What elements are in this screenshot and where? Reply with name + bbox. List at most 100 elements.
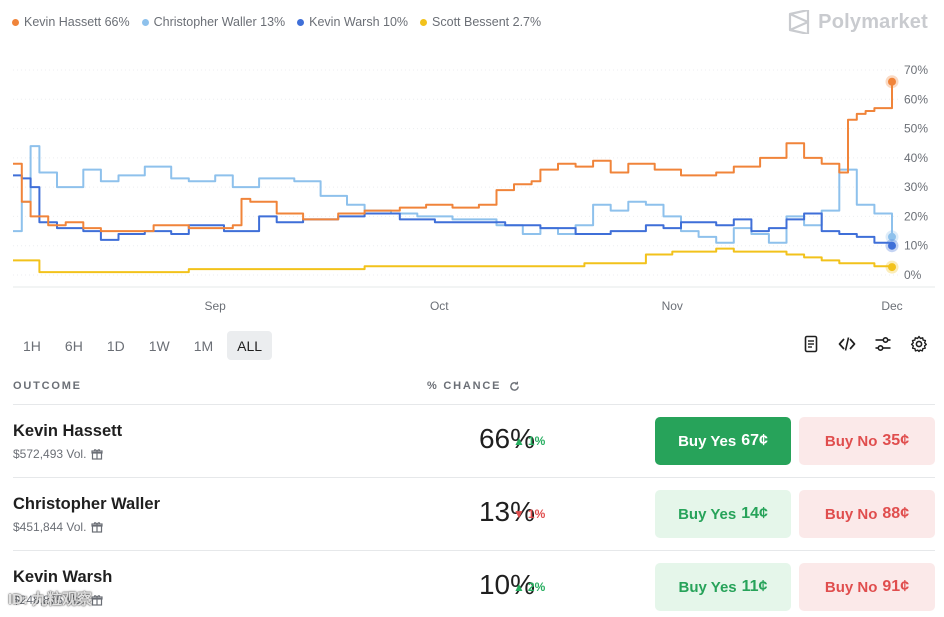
gear-icon [910,335,927,353]
series-line-kevin-hassett[interactable] [13,81,893,233]
legend-dot [420,18,428,26]
volume-label: $451,844 Vol. [13,520,87,534]
polymarket-brand[interactable]: Polymarket [788,10,928,34]
x-tick-label: Oct [430,299,449,313]
price-chart[interactable]: 70% 60% 50% 40% 30% 20% 10% 0% Sep Oct Nov Dec [0,55,944,320]
buy-yes-label: Buy Yes [678,578,737,596]
code-icon [838,337,856,351]
chart-legend: Kevin Hassett 66% Christopher Waller 13%… [12,15,541,29]
legend-label: Scott Bessent 2.7% [432,15,542,29]
volume-label: $248,875 Vol. [13,593,87,607]
buy-no-button[interactable]: Buy No 88¢ [799,490,935,538]
document-icon [804,335,818,353]
buy-yes-button[interactable]: Buy Yes 67¢ [655,417,791,465]
chance-change: ▲ 2% [513,580,545,594]
timeframe-1m[interactable]: 1M [193,337,214,354]
legend-item-warsh[interactable]: Kevin Warsh 10% [297,15,408,29]
legend-label: Christopher Waller 13% [153,15,286,29]
outcome-chance: 10% [478,569,535,600]
buy-no-label: Buy No [824,505,878,523]
gift-icon[interactable] [91,594,104,606]
outcome-volume: $248,875 Vol. [13,593,104,607]
timeframe-1w[interactable]: 1W [148,337,170,354]
chance-header: % CHANCE [427,380,520,392]
buy-yes-label: Buy Yes [678,505,737,523]
document-button[interactable] [802,335,820,353]
polymarket-logo-icon [789,10,810,34]
chance-change: ▲ 1% [513,434,545,448]
sliders-icon [875,336,891,352]
embed-button[interactable] [838,335,856,353]
gift-icon[interactable] [91,448,104,460]
outcome-volume: $572,493 Vol. [13,447,104,461]
series-end-dot[interactable] [888,241,896,250]
y-tick-label: 20% [904,209,928,223]
y-tick-label: 0% [904,268,922,282]
triangle-down-icon: ▼ [513,507,525,521]
outcome-row-hassett[interactable]: Kevin Hassett $572,493 Vol. 66% ▲ 1% Buy … [13,404,935,477]
legend-item-waller[interactable]: Christopher Waller 13% [141,15,286,29]
outcome-name[interactable]: Kevin Warsh [13,568,113,586]
settings-button[interactable] [910,335,928,353]
yes-price: 14¢ [741,505,768,522]
change-value: 1% [527,434,546,448]
outcome-row-waller[interactable]: Christopher Waller $451,844 Vol. 13% ▼ 1%… [13,477,935,550]
outcome-row-warsh[interactable]: Kevin Warsh $248,875 Vol. 10% ▲ 2% Buy Ye… [13,550,935,617]
legend-item-bessent[interactable]: Scott Bessent 2.7% [420,15,541,29]
chance-change: ▼ 1% [513,507,545,521]
buy-yes-button[interactable]: Buy Yes 11¢ [655,563,791,611]
legend-dot [12,18,19,26]
series-line-kevin-warsh[interactable] [13,174,893,246]
x-tick-label: Dec [881,299,902,313]
yes-price: 67¢ [741,432,768,449]
gift-icon[interactable] [91,521,104,533]
legend-dot [297,18,305,26]
timeframe-6h[interactable]: 6H [64,337,83,354]
legend-item-hassett[interactable]: Kevin Hassett 66% [12,15,130,29]
outcome-chance: 13% [478,496,535,527]
triangle-up-icon: ▲ [513,434,525,448]
chart-svg[interactable]: 70% 60% 50% 40% 30% 20% 10% 0% Sep Oct Nov Dec [0,55,944,320]
y-tick-label: 30% [904,180,928,194]
series-line-scott-bessent[interactable] [13,247,893,274]
timeframe-1h[interactable]: 1H [23,337,41,354]
no-price: 88¢ [882,505,910,522]
y-tick-label: 10% [904,239,928,253]
refresh-icon[interactable] [509,381,520,392]
outcome-name[interactable]: Christopher Waller [13,495,160,513]
legend-label: Kevin Warsh 10% [309,15,409,29]
x-tick-label: Sep [204,299,226,313]
volume-label: $572,493 Vol. [13,447,87,461]
buy-no-button[interactable]: Buy No 35¢ [799,417,935,465]
buy-yes-label: Buy Yes [678,432,737,450]
chance-header-label: % CHANCE [427,380,502,392]
change-value: 2% [527,580,546,594]
buy-yes-button[interactable]: Buy Yes 14¢ [655,490,791,538]
legend-dot [141,18,149,26]
brand-name: Polymarket [818,10,928,33]
y-tick-label: 50% [904,122,928,136]
y-tick-label: 40% [904,151,928,165]
watermark: ID: 九粒观察 [8,591,93,608]
outcome-header: OUTCOME [13,380,82,392]
outcome-chance: 66% [478,423,535,454]
timeframe-selector: 1H 6H 1D 1W 1M ALL [13,331,273,360]
timeframe-1d[interactable]: 1D [106,337,125,354]
buy-no-label: Buy No [824,578,878,596]
buy-no-label: Buy No [824,432,878,450]
series-end-dot[interactable] [888,263,896,272]
series-end-dot[interactable] [888,77,896,86]
chart-tools [802,335,928,353]
outcome-name[interactable]: Kevin Hassett [13,422,123,440]
no-price: 35¢ [882,432,910,449]
legend-label: Kevin Hassett 66% [24,15,130,29]
yes-price: 11¢ [741,578,768,595]
timeframe-all[interactable]: ALL [227,331,273,360]
buy-no-button[interactable]: Buy No 91¢ [799,563,935,611]
series-end-dot[interactable] [888,232,896,241]
triangle-up-icon: ▲ [513,580,525,594]
y-tick-label: 70% [904,63,928,77]
y-tick-label: 60% [904,92,928,106]
filter-button[interactable] [874,335,892,353]
outcome-volume: $451,844 Vol. [13,520,104,534]
